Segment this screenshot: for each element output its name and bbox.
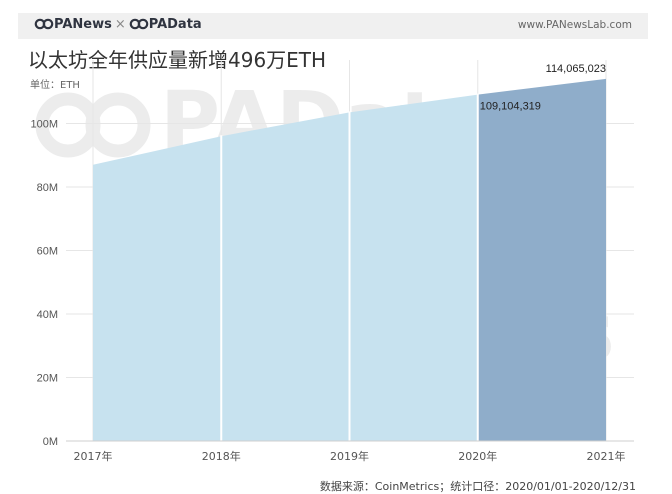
padata-logo-icon — [129, 18, 149, 34]
y-tick-label: 80M — [37, 182, 58, 194]
brand-right-text: PAData — [148, 17, 202, 32]
brand-separator: × — [114, 17, 126, 32]
panews-logo-icon — [34, 18, 54, 34]
data-label: 109,104,319 — [480, 101, 541, 113]
y-tick-label: 40M — [37, 309, 58, 321]
y-tick-label: 20M — [37, 373, 58, 385]
x-tick-label: 2019年 — [330, 449, 369, 463]
axis-layer: 0M 20M 40M 60M 80M 100M 2017年 2018年 2019年 2020年 20… — [30, 119, 634, 463]
area-layer — [93, 78, 606, 442]
y-tick-label: 0M — [43, 436, 58, 448]
source-note: 数据来源：CoinMetrics；统计口径：2020/01/01-2020/12… — [319, 480, 636, 493]
x-tick-label: 2017年 — [74, 449, 113, 463]
site-url: www.PANewsLab.com — [517, 19, 632, 31]
area-segment — [221, 112, 350, 441]
area-segment — [349, 94, 478, 442]
x-tick-label: 2021年 — [587, 449, 626, 463]
header-bar: PANews × PAData www.PANewsLab.com — [18, 13, 648, 39]
x-tick-label: 2018年 — [202, 449, 241, 463]
brand-left-text: PANews — [54, 17, 112, 32]
brand-logo: PANews × PAData — [34, 17, 202, 34]
chart-title: 以太坊全年供应量新增496万ETH — [28, 48, 327, 72]
label-layer: 109,104,319 114,065,023 — [480, 63, 606, 113]
watermark-logo-icon — [85, 92, 151, 158]
x-tick-label: 2020年 — [458, 449, 497, 463]
area-segment — [93, 136, 222, 441]
watermark-logo-icon — [35, 92, 101, 158]
y-tick-label: 60M — [37, 246, 58, 258]
unit-label: 单位：ETH — [30, 80, 80, 91]
y-tick-label: 100M — [30, 119, 58, 131]
area-segment-highlight — [477, 78, 606, 441]
data-label: 114,065,023 — [546, 63, 606, 75]
